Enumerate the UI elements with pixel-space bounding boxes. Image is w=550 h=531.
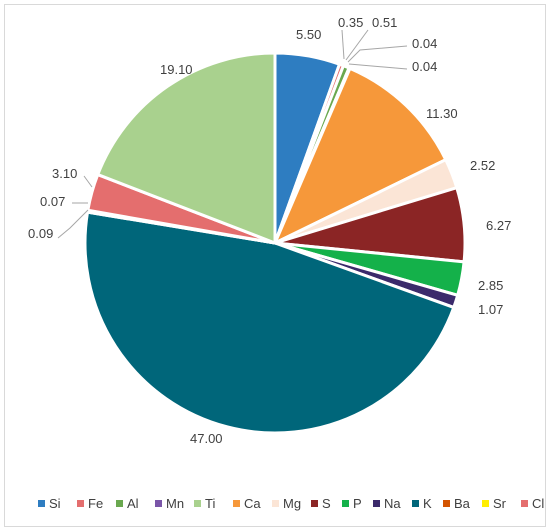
legend-label-sr: Sr <box>493 496 507 511</box>
legend-item-p: P <box>342 496 362 511</box>
legend-swatch-mg <box>272 500 279 507</box>
slice-c <box>95 51 277 246</box>
legend-item-mg: Mg <box>272 496 301 511</box>
legend-item-al: Al <box>116 496 139 511</box>
leader-line-fe <box>341 29 345 60</box>
leader-line-mn <box>347 45 408 63</box>
legend-swatch-al <box>116 500 123 507</box>
data-label-cl: 3.10 <box>52 166 77 181</box>
legend-label-k: K <box>423 496 432 511</box>
legend-swatch-p <box>342 500 349 507</box>
data-label-mn: 0.04 <box>412 36 437 51</box>
pie-slices <box>83 51 467 435</box>
legend-swatch-fe <box>77 500 84 507</box>
legend-swatch-mn <box>155 500 162 507</box>
data-label-ti: 0.04 <box>412 59 437 74</box>
legend-item-k: K <box>412 496 432 511</box>
legend-label-ca: Ca <box>244 496 261 511</box>
legend-item-na: Na <box>373 496 401 511</box>
data-label-si: 5.50 <box>296 27 321 42</box>
legend-swatch-ti <box>194 500 201 507</box>
leader-lines <box>57 29 408 239</box>
legend-swatch-ca <box>233 500 240 507</box>
legend-item-ca: Ca <box>233 496 261 511</box>
data-label-al: 0.51 <box>372 15 397 30</box>
legend-label-p: P <box>353 496 362 511</box>
data-label-k: 47.00 <box>190 431 223 446</box>
leader-line-al <box>345 29 369 61</box>
legend-item-ti: Ti <box>194 496 215 511</box>
legend-item-mn: Mn <box>155 496 184 511</box>
legend-swatch-na <box>373 500 380 507</box>
legend-swatch-si <box>38 500 45 507</box>
legend-swatch-k <box>412 500 419 507</box>
legend-item-fe: Fe <box>77 496 103 511</box>
data-label-p: 2.85 <box>478 278 503 293</box>
legend-item-ba: Ba <box>443 496 471 511</box>
legend-item-cl: Cl <box>521 496 544 511</box>
leader-line-cl <box>83 175 93 188</box>
legend-swatch-cl <box>521 500 528 507</box>
legend-item-s: S <box>311 496 331 511</box>
legend-label-cl: Cl <box>532 496 544 511</box>
legend-swatch-sr <box>482 500 489 507</box>
legend-swatch-s <box>311 500 318 507</box>
legend-label-fe: Fe <box>88 496 103 511</box>
data-label-mg: 2.52 <box>470 158 495 173</box>
legend-label-ti: Ti <box>205 496 215 511</box>
legend-label-mg: Mg <box>283 496 301 511</box>
legend-label-s: S <box>322 496 331 511</box>
leader-line-ti <box>348 63 408 70</box>
data-label-ca: 11.30 <box>426 106 458 121</box>
data-label-fe: 0.35 <box>338 15 363 30</box>
slice-ca <box>272 66 448 247</box>
legend-item-sr: Sr <box>482 496 507 511</box>
legend-swatch-ba <box>443 500 450 507</box>
slice-k <box>83 210 456 435</box>
legend-label-na: Na <box>384 496 401 511</box>
data-label-ba: 0.09 <box>28 226 53 241</box>
legend-label-mn: Mn <box>166 496 184 511</box>
data-labels: 5.50 0.35 0.51 0.04 0.04 11.30 2.52 6.27 2.85 1.0… <box>28 15 511 446</box>
legend-label-si: Si <box>49 496 61 511</box>
data-label-c: 19.10 <box>160 62 193 77</box>
data-label-s: 6.27 <box>486 218 511 233</box>
legend-label-al: Al <box>127 496 139 511</box>
leader-line-ba <box>57 209 89 239</box>
data-label-na: 1.07 <box>478 302 503 317</box>
legend-label-ba: Ba <box>454 496 471 511</box>
legend-item-si: Si <box>38 496 61 511</box>
data-label-sr: 0.07 <box>40 194 65 209</box>
legend: SiFeAlMnTiCaMgSPNaKBaSrClC <box>38 496 544 511</box>
